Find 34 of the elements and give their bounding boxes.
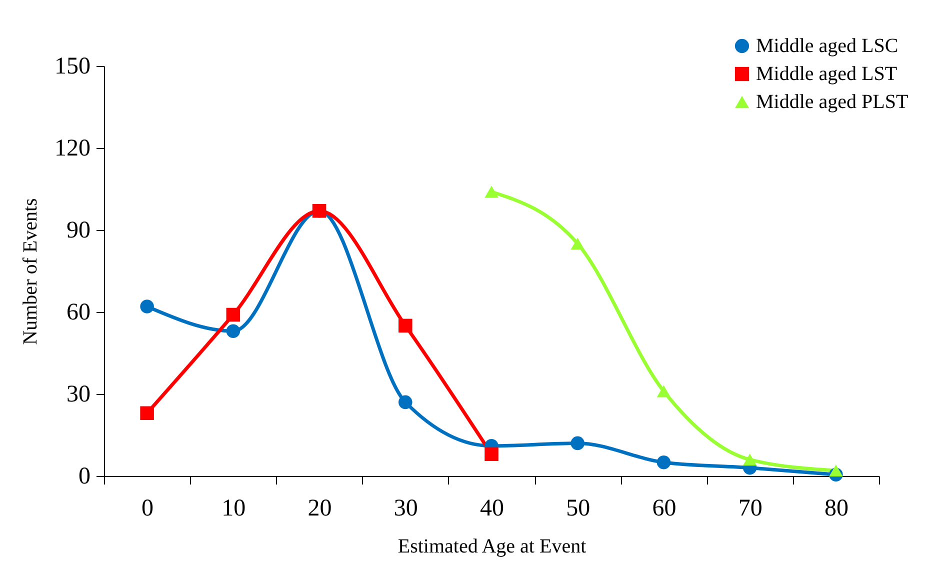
x-tick-label: 50: [566, 496, 590, 522]
x-tick-label: 70: [738, 496, 762, 522]
x-tick-label: 0: [142, 496, 154, 522]
x-tick-label: 10: [222, 496, 246, 522]
point: [742, 454, 757, 466]
point: [656, 455, 671, 470]
point: [570, 436, 585, 450]
y-tick-label: 0: [78, 464, 90, 490]
point: [140, 406, 154, 420]
x-tick-label: 80: [824, 496, 848, 522]
point: [226, 324, 240, 338]
point: [398, 318, 412, 333]
y-tick-label: 150: [54, 54, 90, 80]
point: [398, 395, 412, 410]
point: [226, 308, 240, 322]
legend-label: Middle aged PLST: [756, 91, 908, 113]
point: [140, 300, 154, 314]
point: [484, 447, 498, 462]
x-axis-title: Estimated Age at Event: [398, 536, 587, 558]
x-tick-label: 20: [308, 496, 332, 522]
y-tick-label: 30: [66, 382, 90, 408]
y-tick-label: 60: [66, 300, 90, 326]
x-tick-label: 60: [652, 496, 676, 522]
legend-label: Middle aged LST: [756, 63, 898, 85]
y-axis-title: Number of Events: [20, 198, 42, 345]
y-tick-label: 90: [66, 218, 90, 244]
point: [484, 186, 498, 198]
x-tick-label: 30: [394, 496, 418, 522]
legend-label: Middle aged LSC: [756, 35, 898, 57]
point: [829, 464, 843, 476]
point: [656, 385, 671, 398]
point: [570, 238, 585, 250]
x-tick-label: 40: [480, 496, 504, 522]
y-tick-label: 120: [54, 136, 90, 162]
